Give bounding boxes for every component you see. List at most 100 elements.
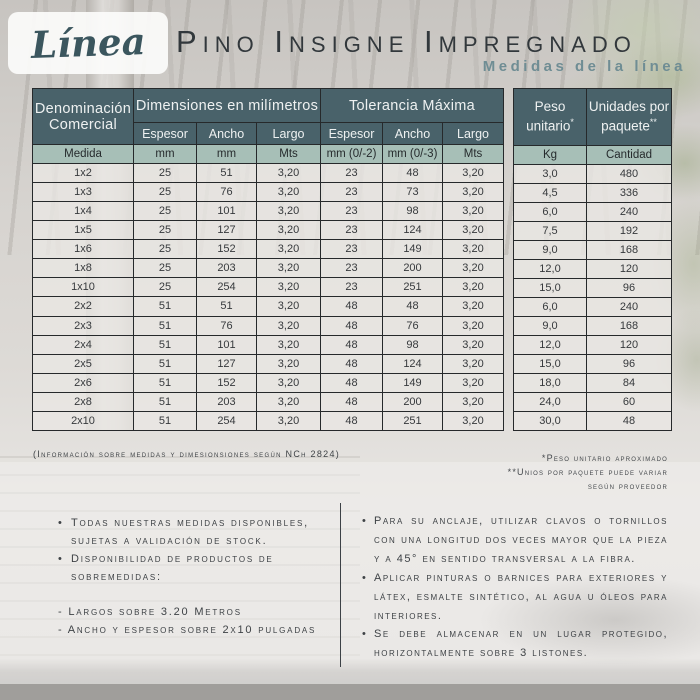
table-row: 18,0 84 (513, 373, 672, 393)
table-cell: 73 (382, 182, 443, 203)
table-cell: 200 (382, 258, 443, 279)
table-cell: 152 (196, 372, 257, 393)
table-cell: 25 (133, 201, 197, 222)
table-cell: 120 (586, 259, 672, 279)
table-cell: 2x10 (32, 410, 134, 432)
table-cell: 254 (196, 277, 257, 298)
footnote-peso: *Peso unitario aproximado (541, 453, 668, 463)
peso-footnote-mark: * (570, 117, 574, 128)
table-cell: 3,20 (442, 220, 504, 241)
table-cell: 48 (320, 296, 383, 317)
table-row: 9,0 168 (513, 316, 672, 336)
table-cell: 1x3 (32, 182, 134, 203)
table-cell: 3,20 (256, 391, 321, 412)
table-cell: 101 (196, 201, 257, 222)
table-cell: 3,20 (442, 372, 504, 393)
asterisk-footnotes: *Peso unitario aproximado **Unios por pa… (508, 452, 668, 494)
table-cell: 124 (382, 353, 443, 374)
table-cell: 124 (382, 220, 443, 241)
table-row: 6,0 240 (513, 297, 672, 317)
table-cell: 7,5 (513, 221, 587, 241)
page-subtitle: Medidas de la línea (482, 58, 686, 75)
table-cell: 12,0 (513, 259, 587, 279)
table-cell: 1x4 (32, 201, 134, 222)
table-row: 1x4 25 101 3,20 23 98 3,20 (32, 201, 504, 222)
table-cell: 127 (196, 353, 257, 374)
table-cell: 127 (196, 220, 257, 241)
table-cell: 51 (133, 353, 197, 374)
spec-table: Denominación Comercial Dimensiones en mi… (32, 88, 672, 432)
table-cell: 48 (320, 315, 383, 336)
table-cell: 2x3 (32, 315, 134, 336)
table-cell: 6,0 (513, 202, 587, 222)
table-cell: 2x8 (32, 391, 134, 412)
unit-mm-espesor: mm (133, 144, 197, 164)
table-cell: 15,0 (513, 354, 587, 374)
table-cell: 23 (320, 162, 383, 184)
table-cell: 9,0 (513, 316, 587, 336)
table-row: 2x6 51 152 3,20 48 149 3,20 (32, 372, 504, 393)
note-almacenar: Se debe almacenar en un lugar protegido,… (362, 625, 668, 663)
table-cell: 84 (586, 373, 672, 393)
table-row: 1x8 25 203 3,20 23 200 3,20 (32, 258, 504, 279)
table-row: 4,5 336 (513, 183, 672, 203)
note-oversize: Disponibilidad de productos de sobremedi… (58, 550, 336, 586)
table-cell: 3,20 (442, 410, 504, 432)
table-cell: 12,0 (513, 335, 587, 355)
table-cell: 3,20 (256, 201, 321, 222)
table-cell: 3,20 (442, 334, 504, 355)
table-cell: 15,0 (513, 278, 587, 298)
table-cell: 9,0 (513, 240, 587, 260)
table-cell: 3,0 (513, 164, 587, 184)
note-pinturas: Aplicar pinturas o barnices para exterio… (362, 569, 668, 626)
table-cell: 48 (320, 372, 383, 393)
brand-script-logo: Línea (30, 19, 146, 67)
table-cell: 25 (133, 182, 197, 203)
table-cell: 30,0 (513, 411, 587, 431)
table-cell: 3,20 (442, 239, 504, 260)
footnote-unidades-cont: según proveedor (587, 480, 668, 491)
table-row: 24,0 60 (513, 392, 672, 412)
unit-medida: Medida (32, 144, 134, 164)
table-row: 2x5 51 127 3,20 48 124 3,20 (32, 353, 504, 374)
table-row: 2x8 51 203 3,20 48 200 3,20 (32, 391, 504, 412)
page-title: Pino Insigne Impregnado (176, 24, 637, 59)
table-row: 6,0 240 (513, 202, 672, 222)
table-cell: 76 (382, 315, 443, 336)
table-cell: 48 (320, 391, 383, 412)
table-row: 1x10 25 254 3,20 23 251 3,20 (32, 277, 504, 298)
table-row: 1x2 25 51 3,20 23 48 3,20 (32, 162, 504, 184)
table-cell: 203 (196, 258, 257, 279)
table-row: 2x4 51 101 3,20 48 98 3,20 (32, 334, 504, 355)
table-cell: 3,20 (442, 296, 504, 317)
table-cell: 3,20 (256, 239, 321, 260)
oversize-largo: - Largos sobre 3.20 Metros (58, 605, 242, 618)
table-cell: 2x6 (32, 372, 134, 393)
unit-cantidad: Cantidad (586, 145, 672, 165)
table-cell: 51 (133, 410, 197, 432)
table-cell: 48 (382, 162, 443, 184)
table-cell: 3,20 (442, 353, 504, 374)
table-cell: 51 (133, 372, 197, 393)
weight-units-table: Peso unitario* Unidades por paquete** Kg… (513, 88, 672, 431)
unit-tol-largo: Mts (442, 144, 504, 164)
table-cell: 2x5 (32, 353, 134, 374)
table-cell: 3,20 (256, 372, 321, 393)
table-cell: 23 (320, 277, 383, 298)
table-cell: 251 (382, 277, 443, 298)
table-cell: 3,20 (442, 182, 504, 203)
table-cell: 3,20 (442, 315, 504, 336)
table-cell: 24,0 (513, 392, 587, 412)
table-cell: 149 (382, 372, 443, 393)
table-body-left: 1x2 25 51 3,20 23 48 3,20 1x3 25 76 3,20 23 73 3,20 1x… (32, 162, 504, 432)
table-cell: 48 (320, 353, 383, 374)
unit-tol-espesor: mm (0/-2) (320, 144, 383, 164)
background-ground-strip (0, 684, 700, 700)
table-cell: 51 (133, 296, 197, 317)
table-cell: 48 (320, 410, 383, 432)
table-cell: 25 (133, 162, 197, 184)
table-row: 12,0 120 (513, 259, 672, 279)
table-cell: 254 (196, 410, 257, 432)
subheader-espesor: Espesor (133, 122, 197, 145)
table-cell: 120 (586, 335, 672, 355)
